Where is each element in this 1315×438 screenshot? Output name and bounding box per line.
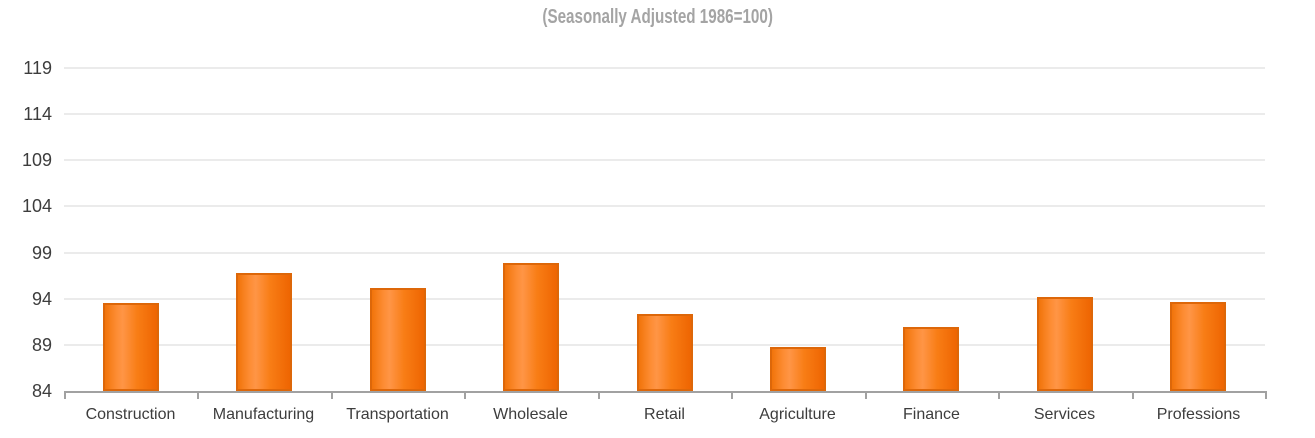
chart-title-text: (Seasonally Adjusted 1986=100) bbox=[542, 6, 773, 28]
x-axis-tick bbox=[1132, 391, 1134, 399]
x-axis-label-professions: Professions bbox=[1156, 406, 1241, 423]
y-axis-tick-label: 84 bbox=[31, 381, 52, 401]
y-axis-tick-label: 94 bbox=[31, 288, 52, 309]
x-axis-tick bbox=[464, 391, 466, 399]
bar-wholesale[interactable] bbox=[503, 263, 559, 391]
gridline bbox=[64, 251, 1265, 254]
x-axis-tick bbox=[731, 391, 733, 399]
bar-services[interactable] bbox=[1037, 297, 1093, 391]
gridline bbox=[64, 113, 1265, 116]
y-axis-tick-label: 114 bbox=[23, 104, 52, 125]
x-axis-label-construction: Construction bbox=[85, 406, 176, 423]
bar-transportation[interactable] bbox=[370, 288, 426, 391]
x-axis-label-transportation: Transportation bbox=[346, 406, 449, 423]
gridline bbox=[64, 67, 1265, 69]
x-axis-label-wholesale: Wholesale bbox=[493, 406, 568, 423]
x-axis-tick bbox=[865, 391, 867, 399]
x-axis-tick bbox=[998, 391, 1000, 399]
gridline bbox=[64, 297, 1265, 300]
x-axis-line bbox=[64, 391, 1267, 393]
bar-construction[interactable] bbox=[103, 303, 159, 391]
y-axis-tick-label: 89 bbox=[31, 334, 52, 355]
x-axis-tick bbox=[1265, 391, 1267, 399]
x-axis-tick bbox=[197, 391, 199, 399]
x-axis-tick bbox=[331, 391, 333, 399]
x-axis-label-services: Services bbox=[1033, 406, 1096, 423]
bar-professions[interactable] bbox=[1170, 302, 1226, 391]
y-axis-tick-label: 119 bbox=[23, 58, 52, 78]
x-axis-label-agriculture: Agriculture bbox=[759, 406, 836, 423]
y-axis-tick-label: 99 bbox=[31, 242, 52, 263]
x-axis-tick bbox=[598, 391, 600, 399]
y-axis-tick-label: 109 bbox=[21, 150, 52, 171]
bar-manufacturing[interactable] bbox=[236, 273, 292, 391]
y-axis-tick-label: 104 bbox=[21, 196, 52, 217]
x-axis-label-retail: Retail bbox=[644, 406, 685, 423]
bar-finance[interactable] bbox=[903, 327, 959, 391]
gridline bbox=[64, 205, 1265, 208]
bar-agriculture[interactable] bbox=[770, 347, 826, 391]
x-axis-label-manufacturing: Manufacturing bbox=[212, 406, 315, 423]
bar-retail[interactable] bbox=[637, 314, 693, 391]
chart-title: (Seasonally Adjusted 1986=100) bbox=[0, 6, 1315, 29]
x-axis-label-finance: Finance bbox=[903, 406, 960, 423]
x-axis-tick bbox=[64, 391, 66, 399]
gridline bbox=[64, 159, 1265, 162]
